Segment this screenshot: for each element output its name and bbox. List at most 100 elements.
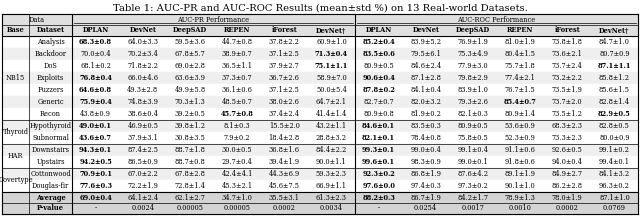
Text: 43.8±0.9: 43.8±0.9	[80, 110, 111, 118]
Text: 39.2±0.5: 39.2±0.5	[175, 110, 205, 118]
Bar	[2, 144, 638, 156]
Text: Table 1: AUC-PR and AUC-ROC Results (mean±std %) on 13 Real-world Datasets.: Table 1: AUC-PR and AUC-ROC Results (mea…	[113, 3, 527, 13]
Text: 83.9±5.2: 83.9±5.2	[410, 38, 441, 46]
Text: 73.7±2.0: 73.7±2.0	[552, 98, 582, 106]
Bar	[2, 14, 638, 25]
Text: 85.4±0.7: 85.4±0.7	[504, 98, 536, 106]
Text: 80.9±0.8: 80.9±0.8	[364, 110, 394, 118]
Text: 0.0002: 0.0002	[273, 205, 296, 213]
Text: 60.9±1.0: 60.9±1.0	[316, 38, 347, 46]
Text: 87.1±1.1: 87.1±1.1	[598, 62, 631, 70]
Text: 59.3±2.3: 59.3±2.3	[316, 170, 347, 178]
Text: 70.9±0.1: 70.9±0.1	[79, 170, 112, 178]
Text: 46.9±0.5: 46.9±0.5	[127, 122, 158, 130]
Text: 68.3±0.8: 68.3±0.8	[79, 38, 112, 46]
Text: 38.0±2.6: 38.0±2.6	[269, 98, 300, 106]
Text: 84.9±2.7: 84.9±2.7	[552, 170, 583, 178]
Text: 97.4±0.3: 97.4±0.3	[410, 182, 441, 190]
Bar	[2, 48, 638, 60]
Text: Downstairs: Downstairs	[31, 146, 70, 154]
Text: 82.1±0.1: 82.1±0.1	[362, 134, 395, 142]
Text: 87.8±0.2: 87.8±0.2	[362, 86, 395, 94]
Text: 45.3±2.1: 45.3±2.1	[221, 182, 253, 190]
Text: 75.9±0.4: 75.9±0.4	[79, 98, 112, 106]
Text: 81.0±1.9: 81.0±1.9	[505, 38, 536, 46]
Text: NB15: NB15	[6, 74, 25, 82]
Text: 36.1±0.6: 36.1±0.6	[221, 86, 253, 94]
Text: 64.6±0.8: 64.6±0.8	[79, 86, 112, 94]
Text: 43.2±1.1: 43.2±1.1	[316, 122, 347, 130]
Text: 76.8±0.4: 76.8±0.4	[79, 74, 112, 82]
Text: 64.1±2.4: 64.1±2.4	[127, 194, 158, 202]
Text: 37.8±2.2: 37.8±2.2	[269, 38, 300, 46]
Text: 37.9±3.1: 37.9±3.1	[127, 134, 158, 142]
Text: 73.2±2.2: 73.2±2.2	[552, 74, 582, 82]
Text: 0.00005: 0.00005	[177, 205, 204, 213]
Text: DoS: DoS	[44, 62, 58, 70]
Text: 0.0017: 0.0017	[461, 205, 484, 213]
Text: 84.1±0.4: 84.1±0.4	[410, 86, 442, 94]
Text: 43.6±0.7: 43.6±0.7	[79, 134, 112, 142]
Text: DPLAN: DPLAN	[83, 27, 109, 35]
Text: 53.6±0.9: 53.6±0.9	[505, 122, 536, 130]
Text: 44.3±6.9: 44.3±6.9	[269, 170, 300, 178]
Text: iForest: iForest	[554, 27, 580, 35]
Text: 63.6±3.9: 63.6±3.9	[175, 74, 205, 82]
Text: 36.5±1.1: 36.5±1.1	[221, 62, 253, 70]
Text: 99.4±0.1: 99.4±0.1	[599, 158, 630, 166]
Text: 8.1±0.3: 8.1±0.3	[224, 122, 250, 130]
Text: 77.4±2.1: 77.4±2.1	[505, 74, 536, 82]
Text: 96.3±0.2: 96.3±0.2	[599, 182, 630, 190]
Text: 84.6±2.4: 84.6±2.4	[410, 62, 442, 70]
Text: 45.6±7.5: 45.6±7.5	[269, 182, 300, 190]
Text: Dataset: Dataset	[36, 27, 65, 35]
Text: DevNet†: DevNet†	[316, 27, 347, 35]
Bar	[2, 120, 638, 132]
Text: 73.5±1.2: 73.5±1.2	[552, 110, 582, 118]
Text: 82.7±0.7: 82.7±0.7	[364, 98, 394, 106]
Text: 78.9±1.3: 78.9±1.3	[505, 194, 536, 202]
Text: 80.9±0.5: 80.9±0.5	[458, 122, 488, 130]
Text: 35.5±3.1: 35.5±3.1	[269, 194, 300, 202]
Text: 80.9±1.4: 80.9±1.4	[504, 110, 536, 118]
Text: 85.8±1.2: 85.8±1.2	[599, 74, 630, 82]
Text: 0.0024: 0.0024	[131, 205, 154, 213]
Text: 86.8±1.9: 86.8±1.9	[410, 170, 441, 178]
Text: 87.1±2.8: 87.1±2.8	[410, 74, 441, 82]
Text: 82.0±3.2: 82.0±3.2	[410, 98, 441, 106]
Text: 98.3±0.9: 98.3±0.9	[410, 158, 441, 166]
Text: 81.9±0.2: 81.9±0.2	[410, 110, 441, 118]
Text: DevNet: DevNet	[412, 27, 439, 35]
Text: 79.5±6.1: 79.5±6.1	[410, 50, 441, 58]
Text: 94.2±0.5: 94.2±0.5	[79, 158, 112, 166]
Text: DPLAN: DPLAN	[365, 27, 392, 35]
Text: 80.0±0.9: 80.0±0.9	[599, 134, 630, 142]
Text: 90.1±1.0: 90.1±1.0	[505, 182, 536, 190]
Bar	[2, 192, 638, 203]
Text: 73.7±2.4: 73.7±2.4	[552, 62, 582, 70]
Text: 59.5±3.6: 59.5±3.6	[175, 38, 205, 46]
Text: 68.3±2.3: 68.3±2.3	[552, 122, 583, 130]
Text: 37.3±0.7: 37.3±0.7	[222, 74, 252, 82]
Text: 78.0±1.9: 78.0±1.9	[552, 194, 582, 202]
Text: 87.6±4.2: 87.6±4.2	[458, 170, 488, 178]
Text: AUC-ROC Performance: AUC-ROC Performance	[458, 16, 536, 24]
Text: Thyroid: Thyroid	[3, 128, 29, 136]
Text: 62.1±2.7: 62.1±2.7	[175, 194, 205, 202]
Text: 99.3±0.1: 99.3±0.1	[362, 146, 395, 154]
Text: 36.7±2.6: 36.7±2.6	[269, 74, 300, 82]
Bar	[2, 156, 638, 168]
Text: P-value: P-value	[37, 205, 64, 213]
Text: 69.0±2.8: 69.0±2.8	[175, 62, 205, 70]
Text: 91.1±0.6: 91.1±0.6	[505, 146, 536, 154]
Text: 90.6±0.4: 90.6±0.4	[362, 74, 395, 82]
Text: Cottonwood: Cottonwood	[30, 170, 71, 178]
Text: 84.4±2.2: 84.4±2.2	[316, 146, 347, 154]
Text: 86.2±2.8: 86.2±2.8	[552, 182, 583, 190]
Text: 45.7±0.8: 45.7±0.8	[221, 110, 253, 118]
Text: 79.8±2.9: 79.8±2.9	[458, 74, 488, 82]
Text: 73.5±1.9: 73.5±1.9	[552, 86, 582, 94]
Text: 76.9±1.9: 76.9±1.9	[458, 38, 488, 46]
Text: 44.7±0.8: 44.7±0.8	[221, 38, 253, 46]
Text: 82.9±0.5: 82.9±0.5	[598, 110, 631, 118]
